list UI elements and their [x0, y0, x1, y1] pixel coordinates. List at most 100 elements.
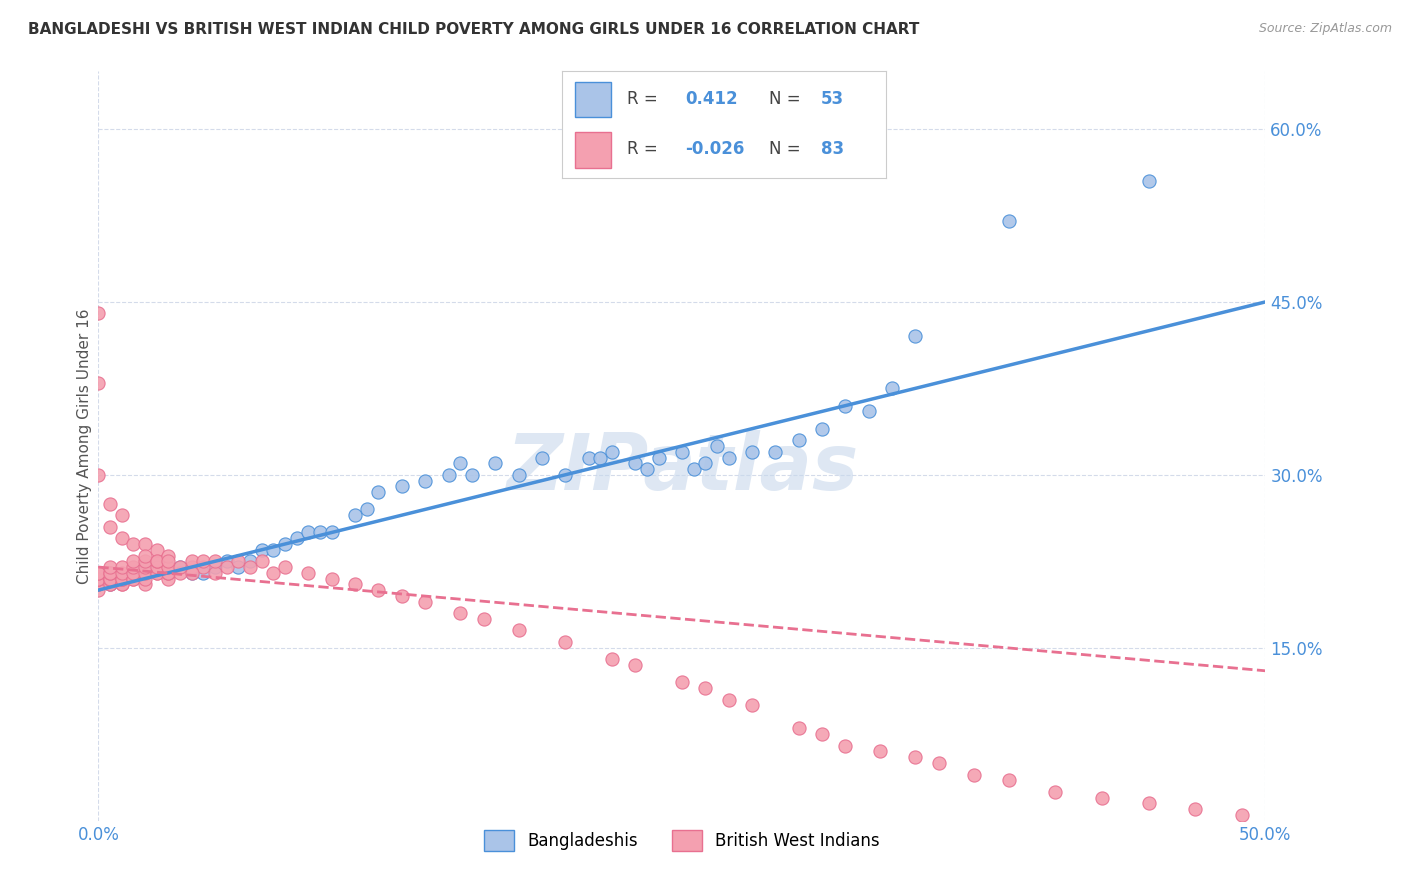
Point [274, 560, 297, 574]
Point [134, 560, 156, 574]
Point [1045, 785, 1067, 799]
Text: R =: R = [627, 141, 664, 159]
Point [321, 572, 343, 586]
Point [98, 560, 121, 574]
Point [87, 577, 110, 591]
Point [928, 756, 950, 770]
Point [122, 566, 145, 580]
Point [87, 467, 110, 482]
Point [834, 739, 856, 753]
Text: ZIPatlas: ZIPatlas [506, 431, 858, 507]
Point [157, 554, 180, 568]
Point [811, 727, 834, 741]
Point [169, 566, 191, 580]
Point [169, 560, 191, 574]
Point [122, 560, 145, 574]
Point [146, 566, 169, 580]
Point [1230, 808, 1253, 822]
Point [111, 566, 134, 580]
Point [98, 519, 121, 533]
Point [600, 444, 623, 458]
Text: -0.026: -0.026 [685, 141, 745, 159]
Point [554, 467, 576, 482]
Point [250, 554, 273, 568]
Point [309, 525, 332, 540]
Point [111, 577, 134, 591]
Point [904, 329, 927, 343]
Point [449, 456, 471, 470]
Text: 0.412: 0.412 [685, 90, 738, 108]
Point [530, 450, 553, 465]
Point [239, 560, 262, 574]
Point [157, 566, 180, 580]
Point [180, 566, 202, 580]
Point [228, 554, 250, 568]
Text: R =: R = [627, 90, 664, 108]
Point [204, 566, 226, 580]
Point [98, 497, 121, 511]
Point [367, 485, 389, 500]
Point [413, 594, 436, 608]
Y-axis label: Child Poverty Among Girls Under 16: Child Poverty Among Girls Under 16 [77, 309, 91, 583]
Point [297, 525, 319, 540]
Point [787, 722, 810, 736]
Point [671, 675, 693, 690]
Point [344, 577, 367, 591]
Point [98, 572, 121, 586]
Point [122, 572, 145, 586]
Text: BANGLADESHI VS BRITISH WEST INDIAN CHILD POVERTY AMONG GIRLS UNDER 16 CORRELATIO: BANGLADESHI VS BRITISH WEST INDIAN CHILD… [28, 22, 920, 37]
Point [589, 450, 612, 465]
Point [146, 566, 169, 580]
Point [87, 572, 110, 586]
Text: 53: 53 [821, 90, 844, 108]
Point [1091, 790, 1114, 805]
Point [87, 376, 110, 390]
FancyBboxPatch shape [575, 82, 610, 118]
Point [274, 537, 297, 551]
Text: N =: N = [769, 90, 806, 108]
Point [193, 566, 215, 580]
Point [122, 572, 145, 586]
Point [87, 566, 110, 580]
Point [87, 572, 110, 586]
Point [157, 549, 180, 563]
Point [717, 692, 740, 706]
Point [695, 681, 717, 695]
Point [98, 572, 121, 586]
Point [391, 479, 413, 493]
Text: Source: ZipAtlas.com: Source: ZipAtlas.com [1258, 22, 1392, 36]
Point [811, 422, 834, 436]
Point [98, 577, 121, 591]
Point [98, 577, 121, 591]
Point [472, 612, 495, 626]
Point [157, 566, 180, 580]
Point [98, 566, 121, 580]
Point [461, 467, 484, 482]
Point [484, 456, 506, 470]
Point [508, 467, 530, 482]
Point [367, 583, 389, 598]
Point [262, 566, 284, 580]
Point [321, 525, 343, 540]
FancyBboxPatch shape [575, 132, 610, 168]
Point [134, 566, 156, 580]
Point [98, 577, 121, 591]
Point [111, 572, 134, 586]
Point [600, 652, 623, 666]
Point [437, 467, 460, 482]
Point [134, 566, 156, 580]
Point [87, 306, 110, 320]
Point [98, 566, 121, 580]
Text: 83: 83 [821, 141, 844, 159]
Point [98, 572, 121, 586]
Point [344, 508, 367, 523]
Point [682, 462, 704, 476]
Point [413, 474, 436, 488]
Point [134, 577, 156, 591]
Point [706, 439, 728, 453]
Point [215, 560, 238, 574]
Point [356, 502, 378, 516]
Text: N =: N = [769, 141, 806, 159]
Point [962, 767, 984, 781]
Point [858, 404, 880, 418]
